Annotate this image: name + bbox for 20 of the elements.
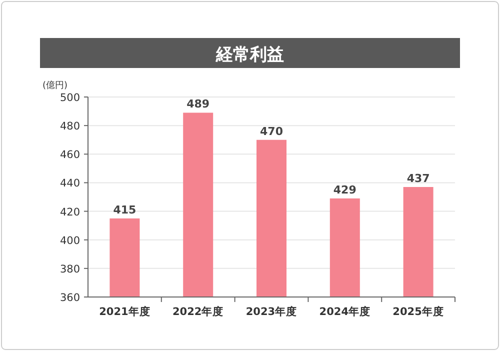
data-label: 437 (406, 172, 430, 185)
data-label: 489 (186, 98, 210, 111)
x-tick-label: 2021年度 (99, 305, 150, 318)
y-tick-label: 460 (60, 149, 80, 162)
y-tick-label: 400 (60, 234, 80, 247)
x-tick-label: 2023年度 (246, 305, 298, 318)
y-tick-label: 440 (60, 178, 80, 190)
data-label: 415 (113, 203, 136, 216)
y-tick-label: 380 (60, 263, 80, 276)
y-tick-label: 420 (60, 206, 80, 218)
x-tick-label: 2025年度 (392, 305, 444, 318)
x-tick-label: 2022年度 (172, 305, 224, 318)
y-tick-label: 480 (60, 120, 80, 133)
data-label: 470 (260, 124, 284, 138)
chart-title: 経常利益 (215, 45, 284, 65)
y-tick-label: 360 (60, 292, 80, 304)
y-tick-label: 500 (60, 92, 80, 104)
y-axis-title: (億円) (42, 80, 68, 91)
x-tick-label: 2024年度 (319, 305, 371, 318)
data-label: 429 (333, 183, 356, 196)
